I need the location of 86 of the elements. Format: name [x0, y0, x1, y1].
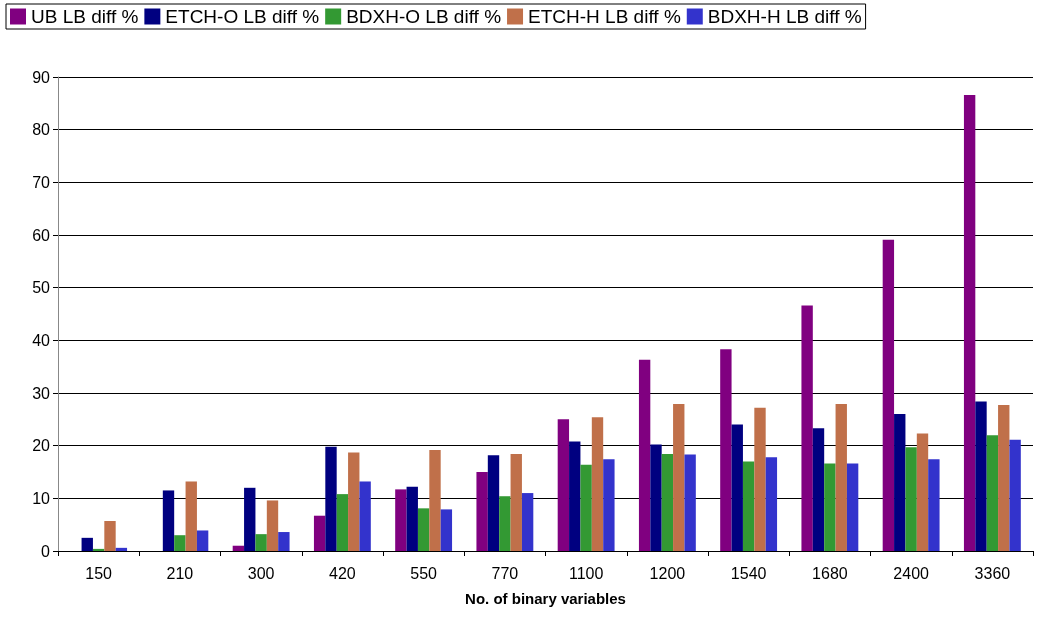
legend-label: BDXH-H LB diff % — [707, 6, 862, 27]
bar — [92, 548, 105, 551]
bar — [661, 454, 674, 551]
y-tick-label: 10 — [32, 489, 51, 507]
x-tick-label: 770 — [491, 564, 519, 582]
bar — [638, 359, 651, 551]
bar — [765, 457, 778, 551]
bar — [196, 530, 209, 551]
x-tick-label: 550 — [410, 564, 438, 582]
bar — [742, 461, 755, 551]
x-tick-label: 1200 — [649, 564, 686, 582]
bar — [336, 494, 349, 551]
bar — [569, 441, 581, 551]
bar — [673, 404, 685, 551]
y-tick-label: 80 — [32, 121, 51, 139]
bar — [835, 404, 847, 551]
y-tick-label: 0 — [41, 542, 51, 560]
bar — [975, 401, 987, 551]
bar — [928, 459, 940, 551]
bar — [185, 481, 197, 551]
bar — [104, 520, 116, 551]
bar — [684, 454, 696, 551]
y-tick-label: 30 — [32, 384, 51, 402]
bar — [986, 435, 999, 551]
bar — [174, 535, 186, 551]
bar — [406, 486, 418, 551]
legend-label: ETCH-O LB diff % — [165, 6, 320, 27]
y-tick-label: 20 — [32, 437, 51, 455]
y-tick-label: 50 — [32, 279, 51, 297]
bar — [510, 454, 522, 551]
bar — [395, 489, 407, 551]
bar — [1009, 439, 1021, 551]
bar — [278, 532, 290, 551]
x-tick-label: 300 — [247, 564, 275, 582]
legend-label: ETCH-H LB diff % — [528, 6, 681, 27]
bar — [882, 239, 895, 551]
y-tick-label: 40 — [32, 331, 51, 349]
bar — [557, 419, 570, 551]
bar — [894, 414, 906, 551]
bar — [325, 446, 337, 551]
bar — [720, 349, 732, 551]
y-tick-label: 60 — [32, 226, 51, 244]
x-tick-label: 2400 — [893, 564, 930, 582]
bar — [731, 424, 743, 551]
bar — [580, 464, 592, 551]
bar — [476, 472, 488, 551]
bar — [348, 452, 360, 551]
x-tick-label: 1680 — [812, 564, 848, 582]
x-tick-label: 1100 — [568, 564, 604, 582]
bar — [521, 493, 534, 551]
bar — [963, 94, 976, 551]
bar — [244, 487, 256, 551]
bar — [754, 407, 766, 551]
bar — [359, 481, 371, 551]
bar — [440, 509, 453, 551]
legend-label: UB LB diff % — [31, 6, 139, 27]
bar — [115, 547, 128, 551]
bar — [998, 405, 1010, 551]
bar — [429, 449, 441, 551]
x-tick-label: 150 — [85, 564, 113, 582]
bar — [417, 508, 430, 551]
bar — [255, 534, 267, 551]
bar — [266, 500, 279, 551]
y-tick-label: 90 — [32, 68, 51, 86]
bar — [650, 444, 662, 551]
bar — [801, 305, 813, 551]
bar — [603, 459, 615, 551]
legend-label: BDXH-O LB diff % — [346, 6, 502, 27]
bar — [824, 463, 836, 551]
bar — [499, 496, 511, 551]
x-tick-label: 3360 — [974, 564, 1011, 582]
x-tick-label: 420 — [329, 564, 356, 582]
bar — [81, 537, 93, 551]
bar — [162, 490, 175, 551]
x-axis-title: No. of binary variables — [465, 590, 626, 607]
bar — [487, 455, 500, 551]
bar — [846, 463, 859, 551]
bar — [916, 433, 929, 551]
bar — [313, 515, 326, 551]
bar — [591, 417, 604, 551]
y-tick-label: 70 — [32, 173, 51, 191]
bar — [905, 447, 917, 551]
bar — [232, 545, 245, 551]
bar — [812, 428, 825, 551]
x-tick-label: 1540 — [730, 564, 767, 582]
x-tick-label: 210 — [166, 564, 194, 582]
